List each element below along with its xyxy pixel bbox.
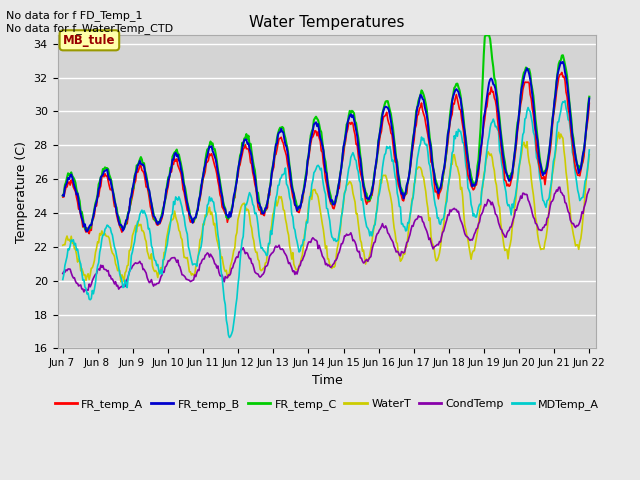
Title: Water Temperatures: Water Temperatures (249, 15, 404, 30)
Text: No data for f_WaterTemp_CTD: No data for f_WaterTemp_CTD (6, 23, 173, 34)
X-axis label: Time: Time (312, 373, 342, 387)
Legend: FR_temp_A, FR_temp_B, FR_temp_C, WaterT, CondTemp, MDTemp_A: FR_temp_A, FR_temp_B, FR_temp_C, WaterT,… (50, 395, 604, 414)
Y-axis label: Temperature (C): Temperature (C) (15, 141, 28, 243)
Text: MB_tule: MB_tule (63, 34, 116, 47)
Text: No data for f FD_Temp_1: No data for f FD_Temp_1 (6, 11, 143, 22)
